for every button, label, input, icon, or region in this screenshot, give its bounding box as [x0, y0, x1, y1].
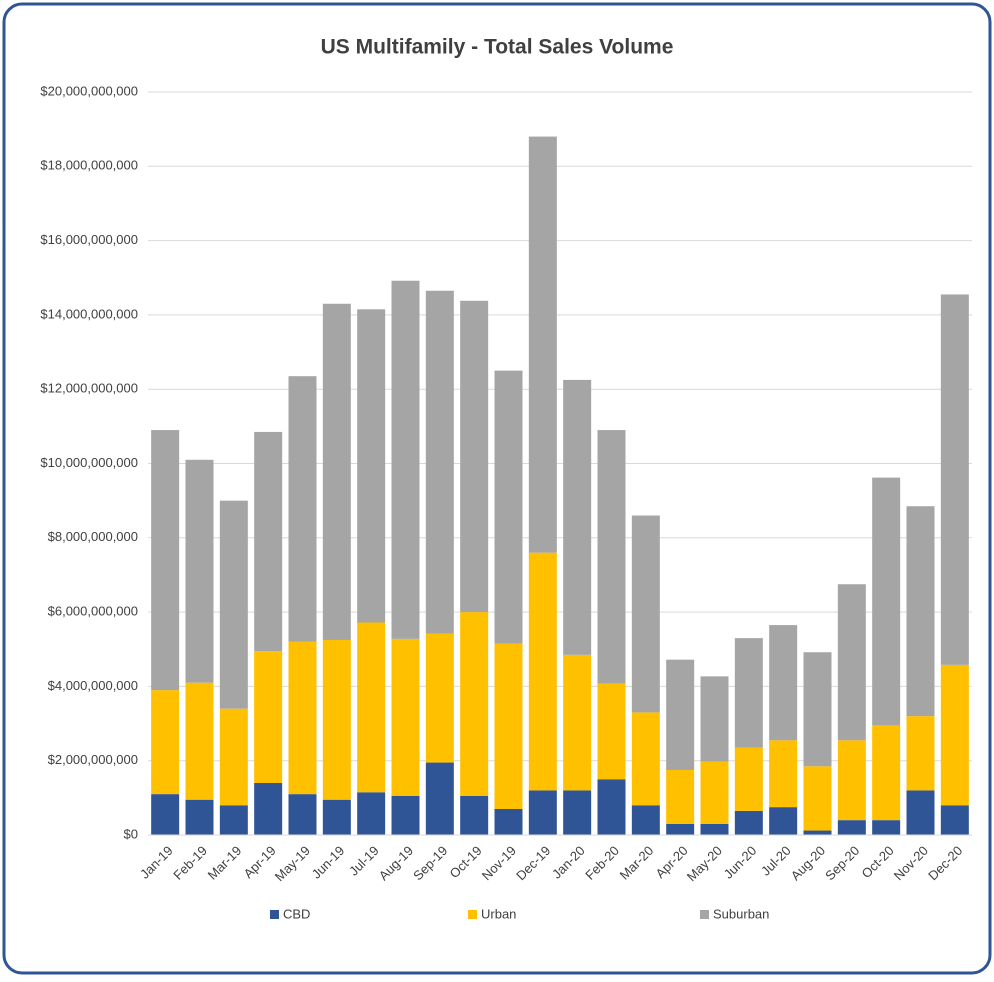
bar-segment — [563, 790, 592, 835]
y-tick-label: $12,000,000,000 — [40, 381, 138, 396]
bar-segment — [872, 820, 901, 835]
bar-segment — [357, 792, 386, 835]
bar-segment — [254, 782, 283, 835]
bar-segment — [494, 370, 523, 644]
bar-segment — [837, 740, 866, 821]
bar-segment — [769, 625, 798, 741]
bar-segment — [254, 651, 283, 783]
bar-segment — [597, 683, 626, 780]
bar-segment — [460, 795, 489, 835]
bar-segment — [357, 622, 386, 793]
legend-label: Urban — [481, 906, 516, 921]
y-tick-label: $4,000,000,000 — [48, 678, 138, 693]
bar-segment — [391, 795, 420, 835]
bar-segment — [803, 652, 832, 767]
bar-segment — [528, 790, 557, 835]
bar-segment — [631, 712, 660, 806]
y-tick-label: $8,000,000,000 — [48, 529, 138, 544]
bar-segment — [460, 300, 489, 613]
bar-segment — [906, 506, 935, 717]
bar-segment — [460, 612, 489, 796]
y-tick-label: $18,000,000,000 — [40, 158, 138, 173]
legend-swatch — [700, 910, 709, 919]
bar-segment — [631, 515, 660, 713]
bar-segment — [837, 820, 866, 835]
y-tick-label: $10,000,000,000 — [40, 455, 138, 470]
bar-segment — [288, 794, 317, 835]
legend-label: Suburban — [713, 906, 769, 921]
bar-segment — [563, 654, 592, 791]
bar-segment — [494, 643, 523, 809]
bar-segment — [666, 659, 695, 770]
bar-segment — [391, 280, 420, 639]
bar-segment — [185, 799, 214, 835]
bar-segment — [597, 430, 626, 684]
bar-segment — [940, 664, 969, 806]
bar-segment — [288, 376, 317, 642]
bar-segment — [391, 638, 420, 796]
bar-segment — [219, 708, 248, 806]
bar-segment — [254, 431, 283, 652]
bar-segment — [906, 716, 935, 791]
bar-segment — [597, 779, 626, 835]
bar-segment — [906, 790, 935, 835]
bar-segment — [528, 136, 557, 553]
bar-segment — [151, 430, 180, 691]
bar-segment — [803, 766, 832, 831]
bar-segment — [666, 769, 695, 824]
bar-segment — [700, 823, 729, 835]
bar-segment — [940, 805, 969, 835]
bar-segment — [494, 808, 523, 835]
y-tick-label: $16,000,000,000 — [40, 232, 138, 247]
bar-segment — [563, 379, 592, 655]
bar-segment — [734, 810, 763, 835]
legend-label: CBD — [283, 906, 310, 921]
bar-segment — [700, 761, 729, 824]
bar-segment — [769, 807, 798, 835]
bar-segment — [528, 552, 557, 791]
bar-segment — [940, 294, 969, 665]
bar-segment — [425, 290, 454, 634]
bar-segment — [631, 805, 660, 835]
bar-segment — [734, 747, 763, 811]
bar-segment — [425, 633, 454, 763]
bar-segment — [322, 303, 351, 640]
bar-segment — [769, 740, 798, 808]
bar-segment — [185, 459, 214, 683]
bar-segment — [734, 638, 763, 748]
bar-segment — [425, 762, 454, 835]
bar-segment — [872, 725, 901, 821]
legend-swatch — [270, 910, 279, 919]
y-tick-label: $6,000,000,000 — [48, 604, 138, 619]
legend-swatch — [468, 910, 477, 919]
bar-segment — [872, 477, 901, 726]
y-tick-label: $0 — [124, 826, 138, 841]
chart-title: US Multifamily - Total Sales Volume — [321, 36, 674, 59]
bar-segment — [288, 641, 317, 795]
bar-segment — [151, 690, 180, 795]
bar-segment — [322, 639, 351, 800]
bar-segment — [185, 682, 214, 800]
bar-segment — [666, 823, 695, 835]
bar-segment — [803, 830, 832, 835]
y-tick-label: $14,000,000,000 — [40, 306, 138, 321]
bar-segment — [357, 309, 386, 623]
y-tick-label: $2,000,000,000 — [48, 752, 138, 767]
bar-segment — [151, 794, 180, 835]
bar-segment — [219, 805, 248, 835]
bar-segment — [322, 799, 351, 835]
bar-segment — [700, 676, 729, 762]
y-tick-label: $20,000,000,000 — [40, 83, 138, 98]
bar-segment — [837, 584, 866, 741]
bar-segment — [219, 500, 248, 709]
